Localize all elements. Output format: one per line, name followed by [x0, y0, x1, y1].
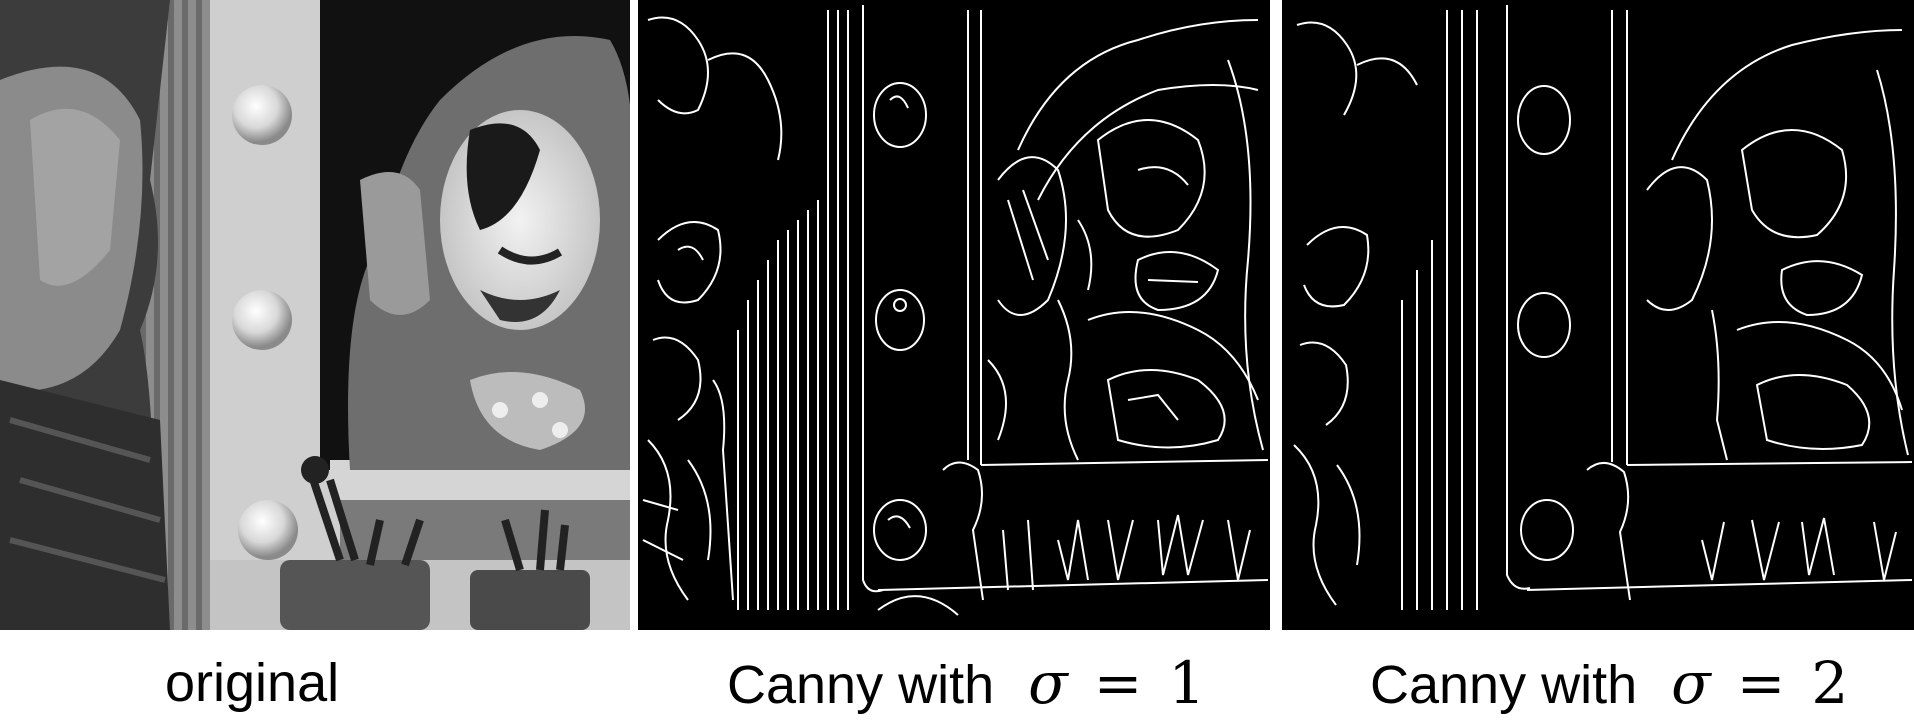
- sigma-value: 1: [1168, 649, 1206, 717]
- original-photo: [0, 0, 630, 630]
- equals-sign: =: [1093, 649, 1143, 717]
- caption-canny-sigma2: Canny with σ = 2: [1370, 648, 1848, 718]
- equals-sign: =: [1736, 649, 1786, 717]
- caption-original-text: original: [165, 653, 340, 713]
- edge-map-sigma1: [642, 5, 1269, 616]
- sigma-value: 2: [1811, 649, 1849, 717]
- caption-prefix: Canny with: [1370, 655, 1638, 715]
- caption-canny-sigma1: Canny with σ = 1: [727, 648, 1205, 718]
- caption-original: original: [165, 648, 339, 718]
- canny-sigma2-edges: [1282, 0, 1914, 630]
- clown-mirror-photo: [0, 0, 630, 630]
- edge-map-sigma2: [1293, 5, 1913, 610]
- canny-sigma1-edges: [638, 0, 1270, 630]
- caption-prefix: Canny with: [727, 655, 995, 715]
- sigma-symbol: σ: [1028, 649, 1068, 717]
- sigma-symbol: σ: [1671, 649, 1711, 717]
